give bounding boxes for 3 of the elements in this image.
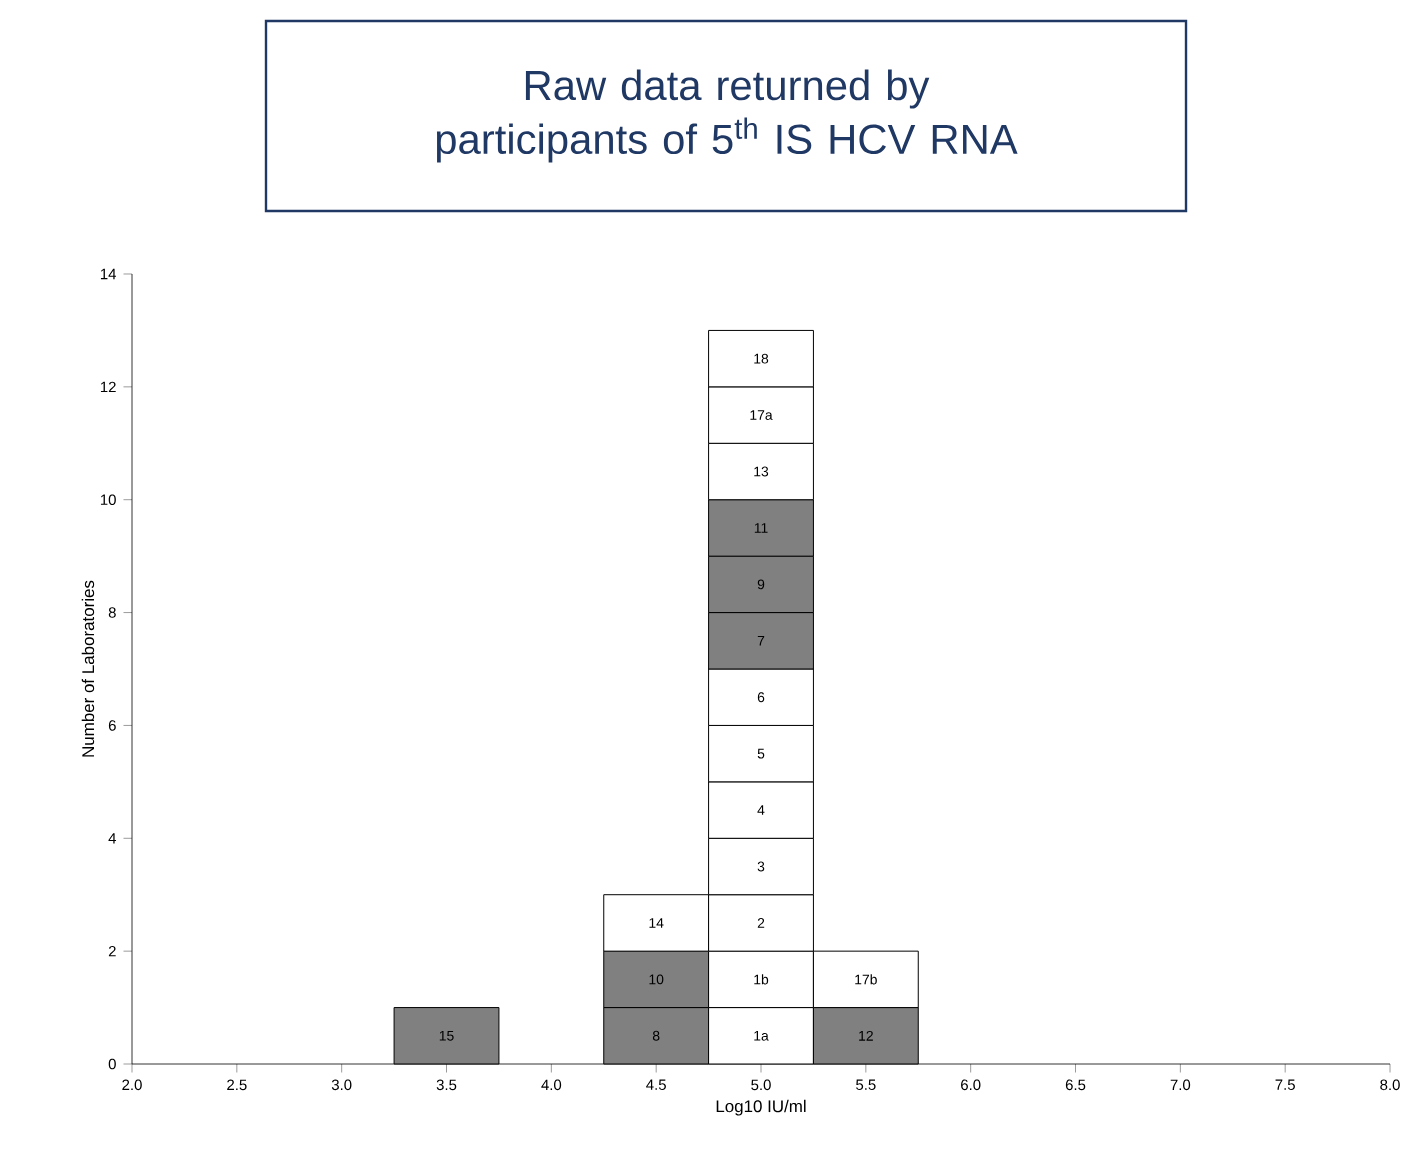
x-axis-title: Log10 IU/ml (716, 1099, 806, 1116)
chart-title: Raw data returned by participants of 5$^{th}$ IS HCV RNA (436, 69, 1018, 163)
y-axis-title: Number of Laboratories (81, 580, 95, 757)
